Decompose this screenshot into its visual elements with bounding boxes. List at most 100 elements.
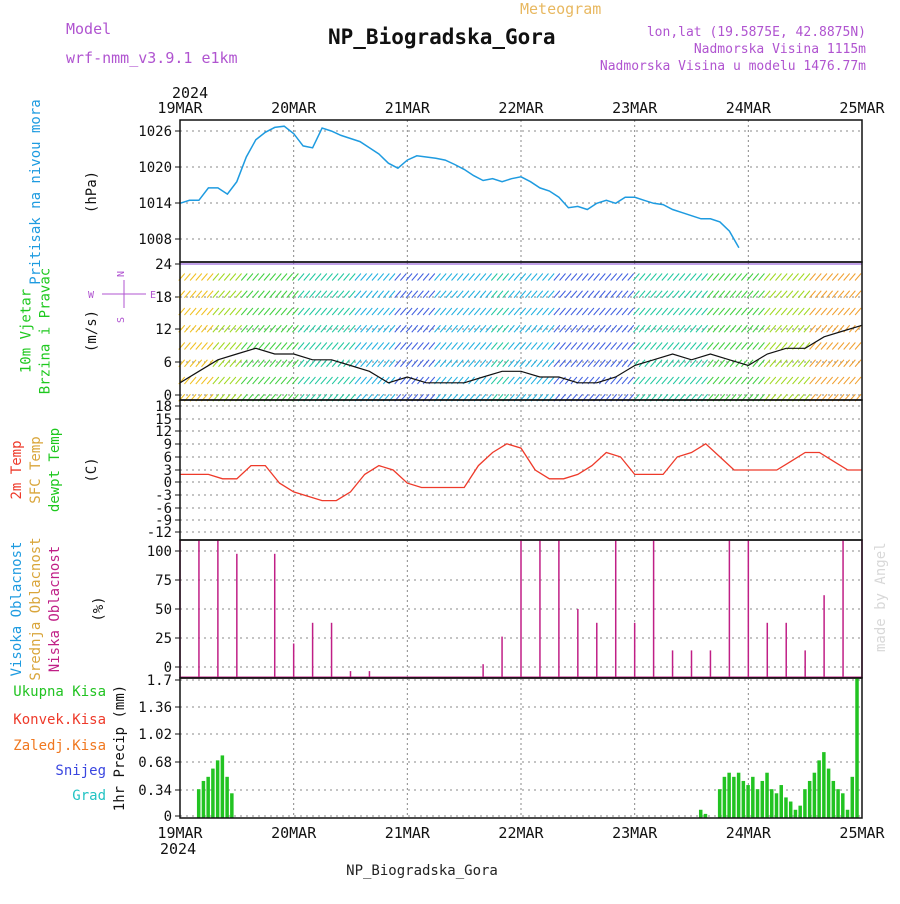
wind-barb <box>525 376 532 385</box>
wind-barb <box>365 290 373 299</box>
wind-barb <box>564 342 572 350</box>
wind-barb <box>445 324 453 333</box>
wind-barb <box>542 376 549 385</box>
precip-bar <box>812 772 817 818</box>
wind-barb <box>530 342 538 350</box>
wind-barb <box>502 342 510 350</box>
wind-barb <box>462 324 470 333</box>
wind-barb <box>235 307 242 316</box>
wind-barb <box>809 290 816 299</box>
wind-barb <box>280 273 288 281</box>
model-altitude-label: Nadmorska Visina u modelu 1476.77m <box>600 59 866 74</box>
wind-barb <box>394 290 402 299</box>
wind-barb <box>530 290 538 299</box>
wind-barb <box>610 342 618 350</box>
wind-barb <box>280 290 288 299</box>
wind-barb <box>780 342 788 350</box>
precip-bar <box>765 772 769 818</box>
precip-bar <box>755 789 760 818</box>
wind-barb <box>502 376 510 385</box>
wind-barb <box>547 324 555 333</box>
precip-legend-label: Grad <box>72 788 106 804</box>
wind-barb <box>246 290 254 299</box>
panel-title-temperature: dewpt Temp <box>47 428 63 512</box>
wind-barb <box>525 359 532 368</box>
wind-barb <box>519 324 527 333</box>
wind-barb <box>547 307 555 316</box>
wind-barb <box>507 324 515 333</box>
wind-barb <box>615 359 623 368</box>
wind-barb <box>655 376 663 385</box>
wind-barb <box>240 307 248 316</box>
wind-barb <box>400 342 407 350</box>
wind-barb <box>343 273 350 281</box>
wind-barb <box>661 307 669 316</box>
wind-barb <box>292 307 299 316</box>
wind-barb <box>735 273 743 281</box>
compass-south-label: S <box>116 317 127 323</box>
wind-barb <box>223 290 231 299</box>
wind-barb <box>661 290 669 299</box>
wind-barb <box>314 273 322 281</box>
wind-barb <box>661 376 669 385</box>
wind-barb <box>746 342 754 350</box>
wind-barb <box>451 307 458 316</box>
wind-barb <box>712 273 720 281</box>
precip-bar <box>751 776 755 818</box>
wind-barb <box>542 307 549 316</box>
wind-barb <box>741 342 748 350</box>
panel-title-clouds: Srednja Oblacnost <box>28 537 44 680</box>
y-tick-label: 12 <box>155 322 172 338</box>
wind-barb <box>292 290 299 299</box>
wind-barb <box>496 307 504 316</box>
wind-barb <box>854 376 862 385</box>
wind-barb <box>684 342 691 350</box>
wind-barb <box>610 376 618 385</box>
wind-barb <box>485 290 493 299</box>
wind-barb <box>775 307 782 316</box>
precip-bar <box>703 813 708 818</box>
wind-barb <box>678 376 686 385</box>
wind-barb <box>672 290 680 299</box>
wind-barb <box>513 307 521 316</box>
wind-barb <box>354 376 362 385</box>
year-label-top: 2024 <box>172 84 208 102</box>
wind-barb <box>445 342 453 350</box>
wind-barb <box>382 273 390 281</box>
wind-barb <box>564 359 572 368</box>
wind-barb <box>769 359 777 368</box>
wind-barb <box>502 307 510 316</box>
wind-barb <box>792 359 799 368</box>
wind-barb <box>826 290 834 299</box>
wind-barb <box>405 342 413 350</box>
wind-barb <box>684 359 691 368</box>
panel-title-temperature: SFC Temp <box>28 436 44 503</box>
y-tick-label: 75 <box>155 573 172 589</box>
wind-barb <box>360 324 367 333</box>
wind-barb <box>769 342 777 350</box>
wind-barb <box>348 376 356 385</box>
wind-barb <box>496 273 504 281</box>
wind-barb <box>553 273 561 281</box>
wind-barb <box>769 273 777 281</box>
wind-barb <box>422 376 430 385</box>
bottom-time-tick-label: 19MAR <box>157 824 203 842</box>
wind-barb <box>559 290 566 299</box>
wind-barb <box>297 290 305 299</box>
wind-barb <box>820 342 828 350</box>
wind-barb <box>581 342 589 350</box>
wind-barb <box>723 324 731 333</box>
wind-barb <box>343 376 350 385</box>
wind-barb <box>343 342 350 350</box>
wind-barb <box>388 359 396 368</box>
wind-barb <box>456 342 464 350</box>
wind-barb <box>729 307 737 316</box>
wind-barb <box>564 290 572 299</box>
wind-barb <box>184 324 191 333</box>
wind-barb <box>246 342 254 350</box>
y-tick-label: 6 <box>164 355 172 371</box>
wind-barb <box>405 290 413 299</box>
wind-barb <box>201 324 208 333</box>
wind-barb <box>422 324 430 333</box>
